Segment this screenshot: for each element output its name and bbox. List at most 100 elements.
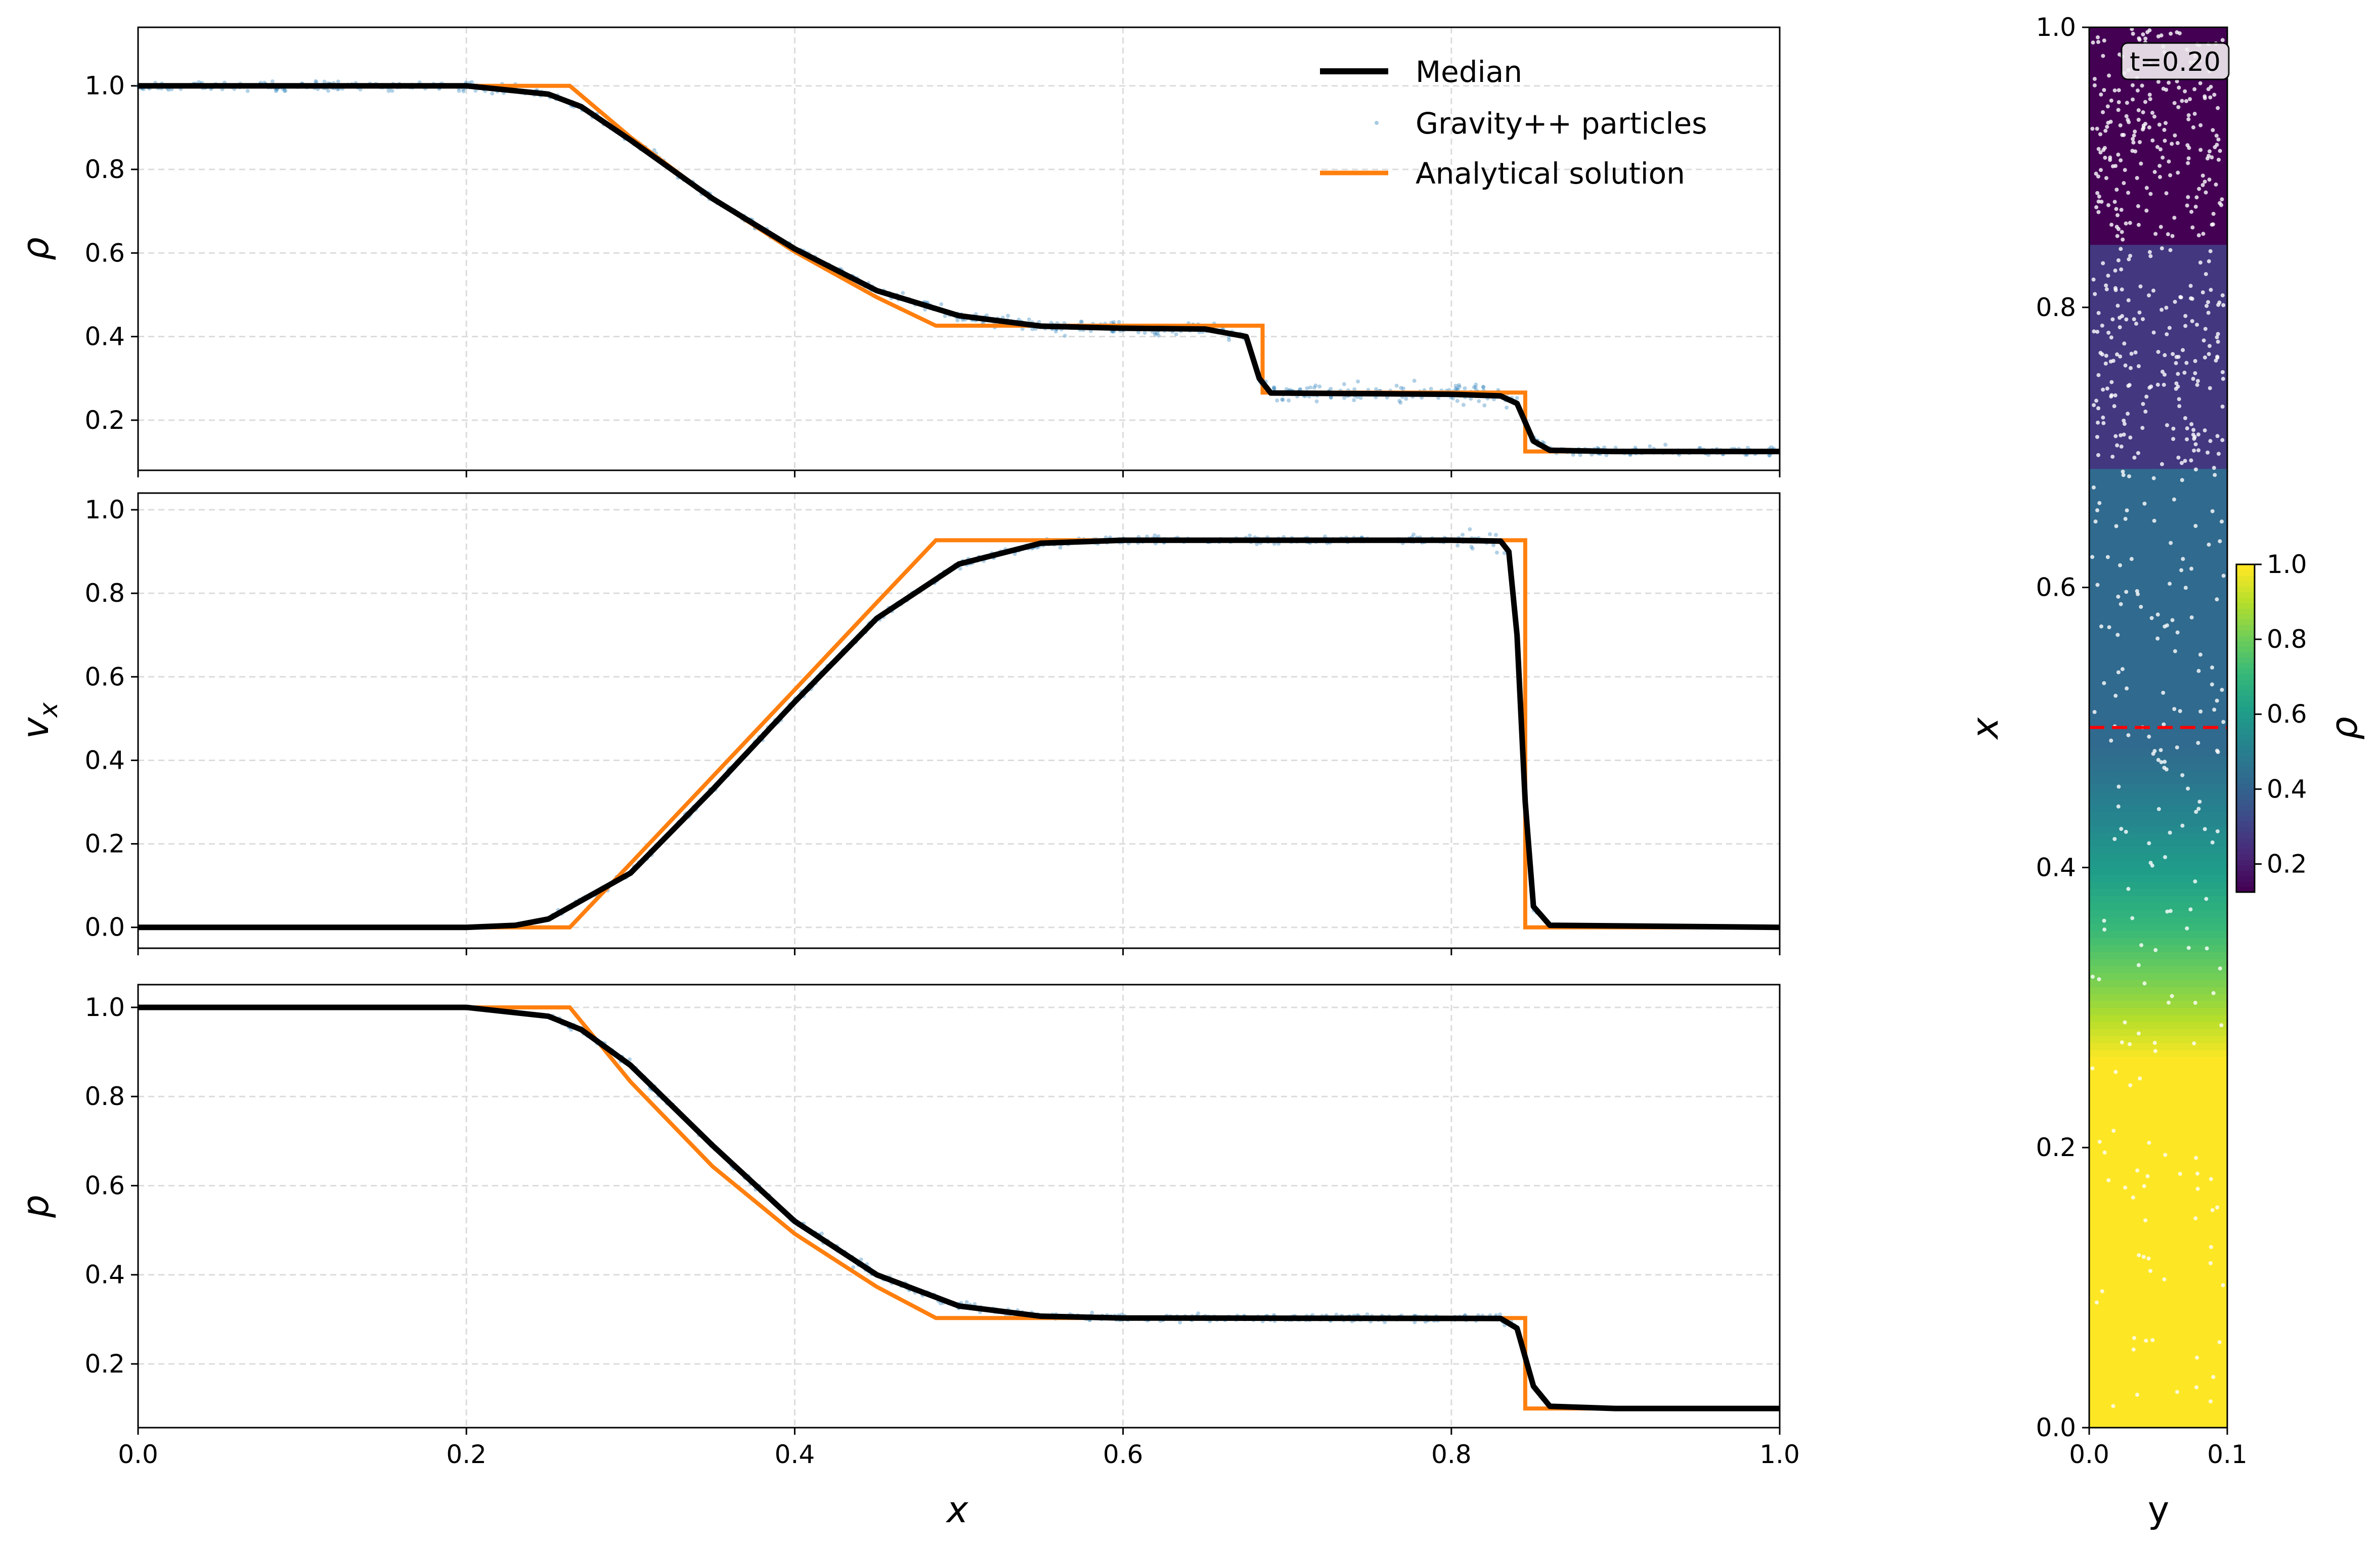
density-cell [2089,1280,2227,1289]
particle-point [2104,176,2108,181]
y-tick-label: 0.8 [84,1082,125,1111]
particle-point [2132,317,2136,322]
particle-point [2186,113,2191,117]
density-cell [2089,692,2227,700]
density-cell [2089,496,2227,504]
particle-point [2147,293,2151,298]
particle-point [2186,161,2190,165]
particle-point [2173,649,2177,653]
particle-point [2129,557,2134,561]
density-cell [2089,251,2227,259]
particle-point [2188,284,2193,288]
particle-point [2192,87,2197,92]
particle-point [2208,344,2212,348]
particle-point [1117,320,1121,324]
density-cell [2089,300,2227,308]
particle-point [2115,234,2120,238]
particle-point [2159,462,2164,466]
particle-point [2173,133,2177,138]
density-cell [2089,293,2227,301]
colorbar-segment [2236,695,2255,701]
particle-point [2151,288,2155,293]
particle-point [2142,1184,2146,1188]
particle-point [2119,827,2124,831]
particle-point [2116,258,2121,262]
particle-point [2184,361,2189,365]
particle-point [2107,73,2111,78]
colorbar-segment [2236,564,2255,570]
particle-point [2123,517,2128,521]
particle-point [2195,383,2199,387]
particle-point [2116,804,2121,809]
particle-point [2180,99,2184,103]
density-cell [2089,741,2227,749]
density-cell [2089,405,2227,413]
particle-point [2094,399,2098,403]
particle-point [2136,108,2141,112]
density-cell [2089,1056,2227,1065]
particle-point [2120,287,2124,292]
particle-point [958,566,962,571]
particle-point [1453,386,1458,391]
density-cell [2089,321,2227,329]
particle-point [1153,332,1157,337]
particle-point [2095,434,2099,439]
particle-point [274,87,279,92]
density-cell [2089,951,2227,959]
particle-point [1090,1310,1094,1315]
particle-point [2178,709,2182,714]
colorbar-segment [2236,739,2255,745]
particle-point [2147,125,2151,129]
particle-point [2121,473,2126,477]
density-cell [2089,174,2227,182]
y-tick-label: 0.4 [84,322,125,351]
particle-point [2120,132,2125,137]
particle-point [2127,257,2131,261]
density-cell [2089,734,2227,742]
density-cell [2089,622,2227,630]
density-map [2089,27,2227,1428]
particle-point [2192,448,2196,453]
particle-point [2118,354,2123,359]
particle-point [283,89,288,93]
particle-point [2183,416,2187,420]
colorbar-segment [2236,783,2255,789]
particle-point [2119,445,2124,449]
density-cell [2089,524,2227,532]
panel-1: 0.2 0.4 0.6 0.8 1.0 ρ [14,26,1781,477]
particle-point [1248,533,1252,538]
particle-point [2101,415,2105,420]
density-cell [2089,1252,2227,1260]
particle-point [2210,509,2215,513]
particle-point [2214,358,2218,363]
particle-point [2193,1000,2197,1005]
particle-point [2139,943,2144,947]
density-cell [2089,580,2227,588]
particle-point [1284,387,1289,391]
analytical-solution-line [138,1005,1780,1411]
density-cell [2089,202,2227,210]
particle-point [2137,37,2142,42]
density-cell [2089,1070,2227,1078]
particle-point [2209,84,2213,89]
density-cell [2089,1301,2227,1309]
particle-point [2216,137,2221,142]
particle-point [2132,1336,2136,1340]
particle-point [2122,341,2127,346]
particle-point [2168,582,2172,586]
density-cell [2089,678,2227,686]
particle-point [2167,159,2171,164]
particle-point [2143,121,2148,126]
particle-point [2198,652,2202,657]
particle-point [2152,1041,2157,1045]
particle-point [2095,191,2100,195]
density-cell [2089,931,2227,938]
density-cell [2089,671,2227,679]
particle-point [2091,485,2096,490]
density-cell [2089,335,2227,343]
particle-point [2124,221,2128,226]
particle-point [2145,30,2150,34]
particle-point [326,89,331,93]
particle-point [2106,330,2111,335]
particle-point [166,87,171,92]
